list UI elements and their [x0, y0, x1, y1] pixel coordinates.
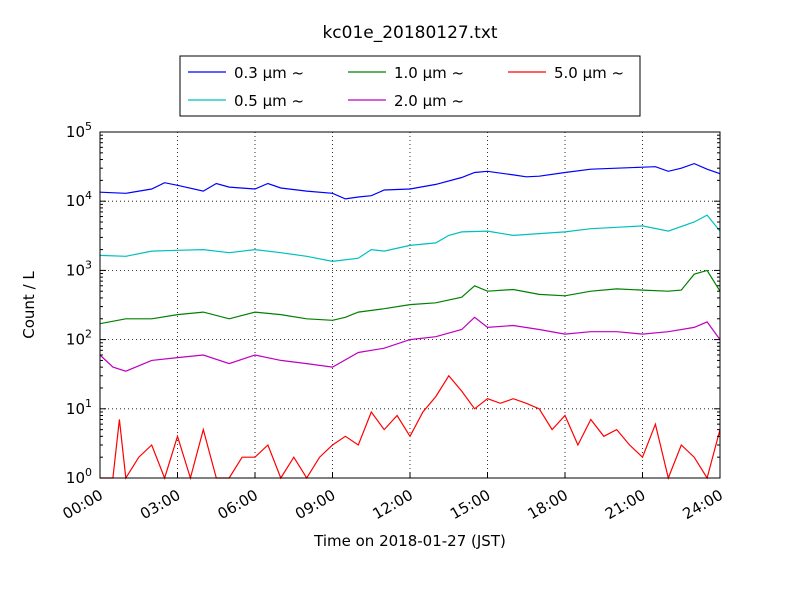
- x-tick-label: 24:00: [680, 486, 726, 523]
- y-tick-label: 102: [66, 328, 92, 349]
- series-line: [100, 374, 721, 481]
- legend-label: 0.3 μm ~: [234, 64, 304, 82]
- x-tick-label: 06:00: [215, 486, 261, 523]
- series-line: [99, 269, 721, 325]
- x-tick-label: 03:00: [137, 486, 183, 523]
- x-tick-label: 18:00: [525, 486, 571, 523]
- y-tick-label: 101: [66, 397, 92, 418]
- legend-box: [179, 55, 641, 117]
- x-tick-label: 15:00: [447, 486, 493, 523]
- chart-title: kc01e_20180127.txt: [322, 23, 497, 43]
- legend-label: 5.0 μm ~: [554, 64, 624, 82]
- x-axis-label: Time on 2018-01-27 (JST): [313, 532, 506, 550]
- y-tick-label: 100: [66, 466, 92, 487]
- y-tick-label: 103: [66, 258, 92, 279]
- legend-label: 1.0 μm ~: [394, 64, 464, 82]
- x-axis: 00:00 03:00 06:00 09:00 12:00 15:00 18:00 21:00…: [60, 472, 726, 523]
- y-axis: 100 101 102 103 104 105: [66, 120, 720, 487]
- series-line: [99, 214, 721, 263]
- legend-label: 0.5 μm ~: [234, 92, 304, 110]
- x-tick-label: 00:00: [60, 486, 106, 523]
- y-axis-label: Count / L: [20, 271, 38, 339]
- y-tick-label: 104: [66, 189, 92, 210]
- x-tick-label: 12:00: [370, 486, 416, 523]
- series-line: [99, 316, 721, 372]
- plot-area: [99, 131, 721, 481]
- x-tick-label: 21:00: [602, 486, 648, 523]
- legend: 0.3 μm ~ 0.5 μm ~ 1.0 μm ~ 2.0 μm ~ 5.0 μm ~: [179, 55, 641, 117]
- y-tick-label: 105: [66, 120, 92, 141]
- x-tick-label: 09:00: [292, 486, 338, 523]
- series-line: [99, 162, 721, 200]
- legend-label: 2.0 μm ~: [394, 92, 464, 110]
